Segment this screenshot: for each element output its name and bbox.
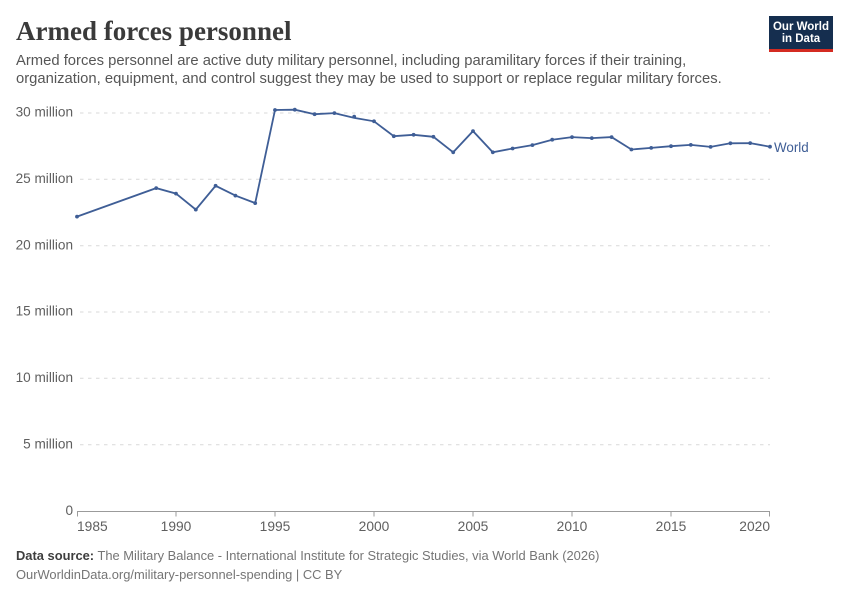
svg-text:2020: 2020	[739, 519, 770, 534]
svg-text:World: World	[774, 140, 809, 155]
svg-text:2005: 2005	[458, 519, 489, 534]
svg-text:1985: 1985	[77, 519, 108, 534]
svg-text:2015: 2015	[656, 519, 687, 534]
svg-text:1995: 1995	[260, 519, 291, 534]
svg-text:25 million: 25 million	[16, 171, 73, 186]
svg-text:2000: 2000	[359, 519, 390, 534]
svg-text:0: 0	[65, 503, 73, 518]
svg-text:15 million: 15 million	[16, 304, 73, 319]
svg-text:2010: 2010	[557, 519, 588, 534]
svg-text:1990: 1990	[161, 519, 192, 534]
svg-text:20 million: 20 million	[16, 237, 73, 252]
svg-text:10 million: 10 million	[16, 370, 73, 385]
svg-text:5 million: 5 million	[23, 436, 73, 451]
svg-text:30 million: 30 million	[16, 105, 73, 120]
